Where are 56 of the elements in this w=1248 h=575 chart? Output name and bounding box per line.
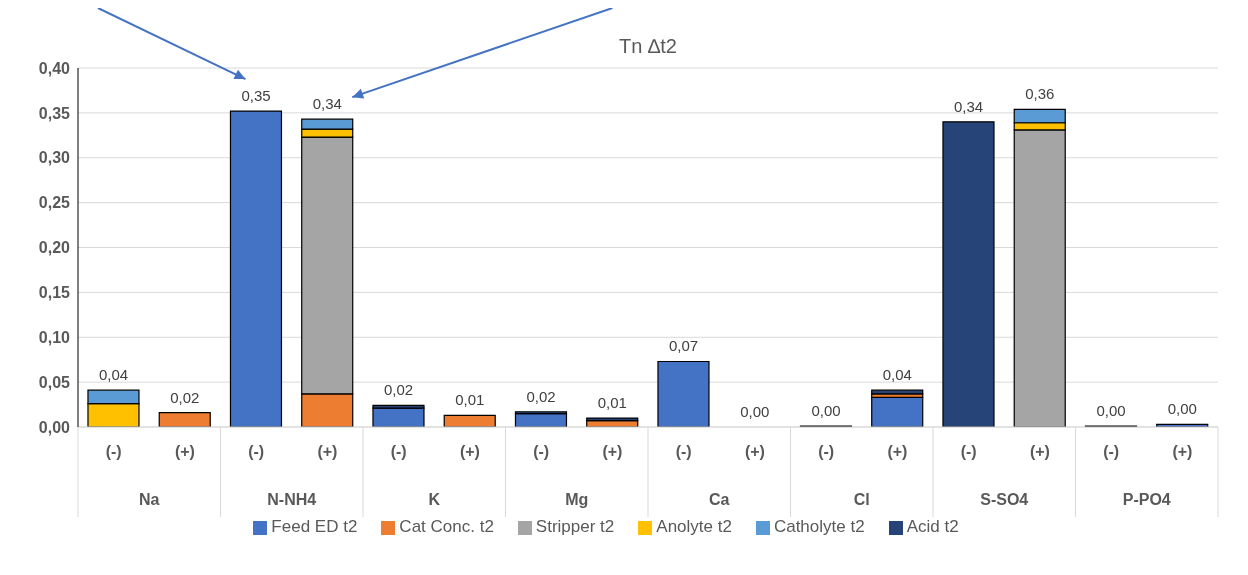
- chart-title: Tn ∆t2: [619, 35, 677, 57]
- legend-label: Stripper t2: [535, 517, 615, 536]
- x-tick-label: (-): [675, 443, 692, 460]
- x-tick-label: (-): [1103, 443, 1120, 460]
- x-tick-label: (-): [390, 443, 407, 460]
- y-tick-label: 0,35: [38, 104, 71, 122]
- total-label: 0,00: [740, 403, 770, 420]
- total-label: 0,04: [882, 366, 912, 384]
- x-tick-label: (-): [248, 443, 265, 460]
- text: S-SO4: [980, 491, 1029, 508]
- total-label: 0,00: [811, 402, 841, 420]
- text: K: [428, 491, 441, 508]
- text: P-PO4: [1122, 491, 1171, 508]
- x-tick-label: (-): [105, 443, 122, 460]
- y-tick-label: 0,15: [38, 284, 71, 302]
- y-tick-label: 0,05: [38, 373, 71, 391]
- legend-label: Cat Conc. t2: [399, 517, 494, 536]
- total-label: 0,04: [99, 366, 129, 384]
- total-label: 0,07: [669, 337, 699, 355]
- legend-label: Anolyte t2: [656, 517, 732, 536]
- x-tick-label: (+): [1172, 443, 1193, 460]
- total-label: 0,35: [241, 87, 271, 105]
- text: Na: [139, 491, 160, 508]
- x-tick-label: (+): [602, 443, 623, 460]
- x-tick-label: (+): [1029, 443, 1050, 460]
- text: Cl: [853, 491, 870, 508]
- total-label: 0,36: [1025, 85, 1055, 103]
- x-tick-label: (+): [744, 443, 765, 460]
- x-tick-label: (+): [887, 443, 908, 460]
- y-tick-label: 0,30: [38, 149, 71, 167]
- total-label: 0,00: [1167, 400, 1197, 418]
- x-tick-label: (-): [960, 443, 977, 460]
- y-tick-label: 0,10: [38, 328, 71, 346]
- total-label: 0,02: [526, 387, 556, 405]
- legend-label: Acid t2: [906, 517, 959, 536]
- legend-label: Feed ED t2: [271, 517, 358, 536]
- total-label: 0,00: [1096, 402, 1126, 420]
- x-tick-label: (-): [533, 443, 550, 460]
- x-tick-label: (+): [174, 443, 195, 460]
- text: Mg: [565, 491, 589, 508]
- total-label: 0,02: [170, 388, 200, 406]
- total-label: 0,34: [954, 97, 984, 115]
- x-tick-label: (+): [317, 443, 338, 460]
- total-label: 0,34: [312, 95, 342, 113]
- x-tick-label: (+): [459, 443, 480, 460]
- y-tick-label: 0,25: [38, 194, 71, 212]
- total-label: 0,01: [455, 391, 485, 409]
- total-label: 0,01: [597, 394, 627, 412]
- y-tick-label: 0,20: [38, 239, 71, 257]
- y-tick-label: 0,00: [38, 418, 71, 436]
- text: Ca: [709, 491, 730, 508]
- x-tick-label: (-): [818, 443, 835, 460]
- y-tick-label: 0,40: [38, 59, 71, 77]
- text: N-NH4: [267, 491, 317, 508]
- legend-label: Catholyte t2: [773, 517, 865, 536]
- total-label: 0,02: [384, 381, 414, 399]
